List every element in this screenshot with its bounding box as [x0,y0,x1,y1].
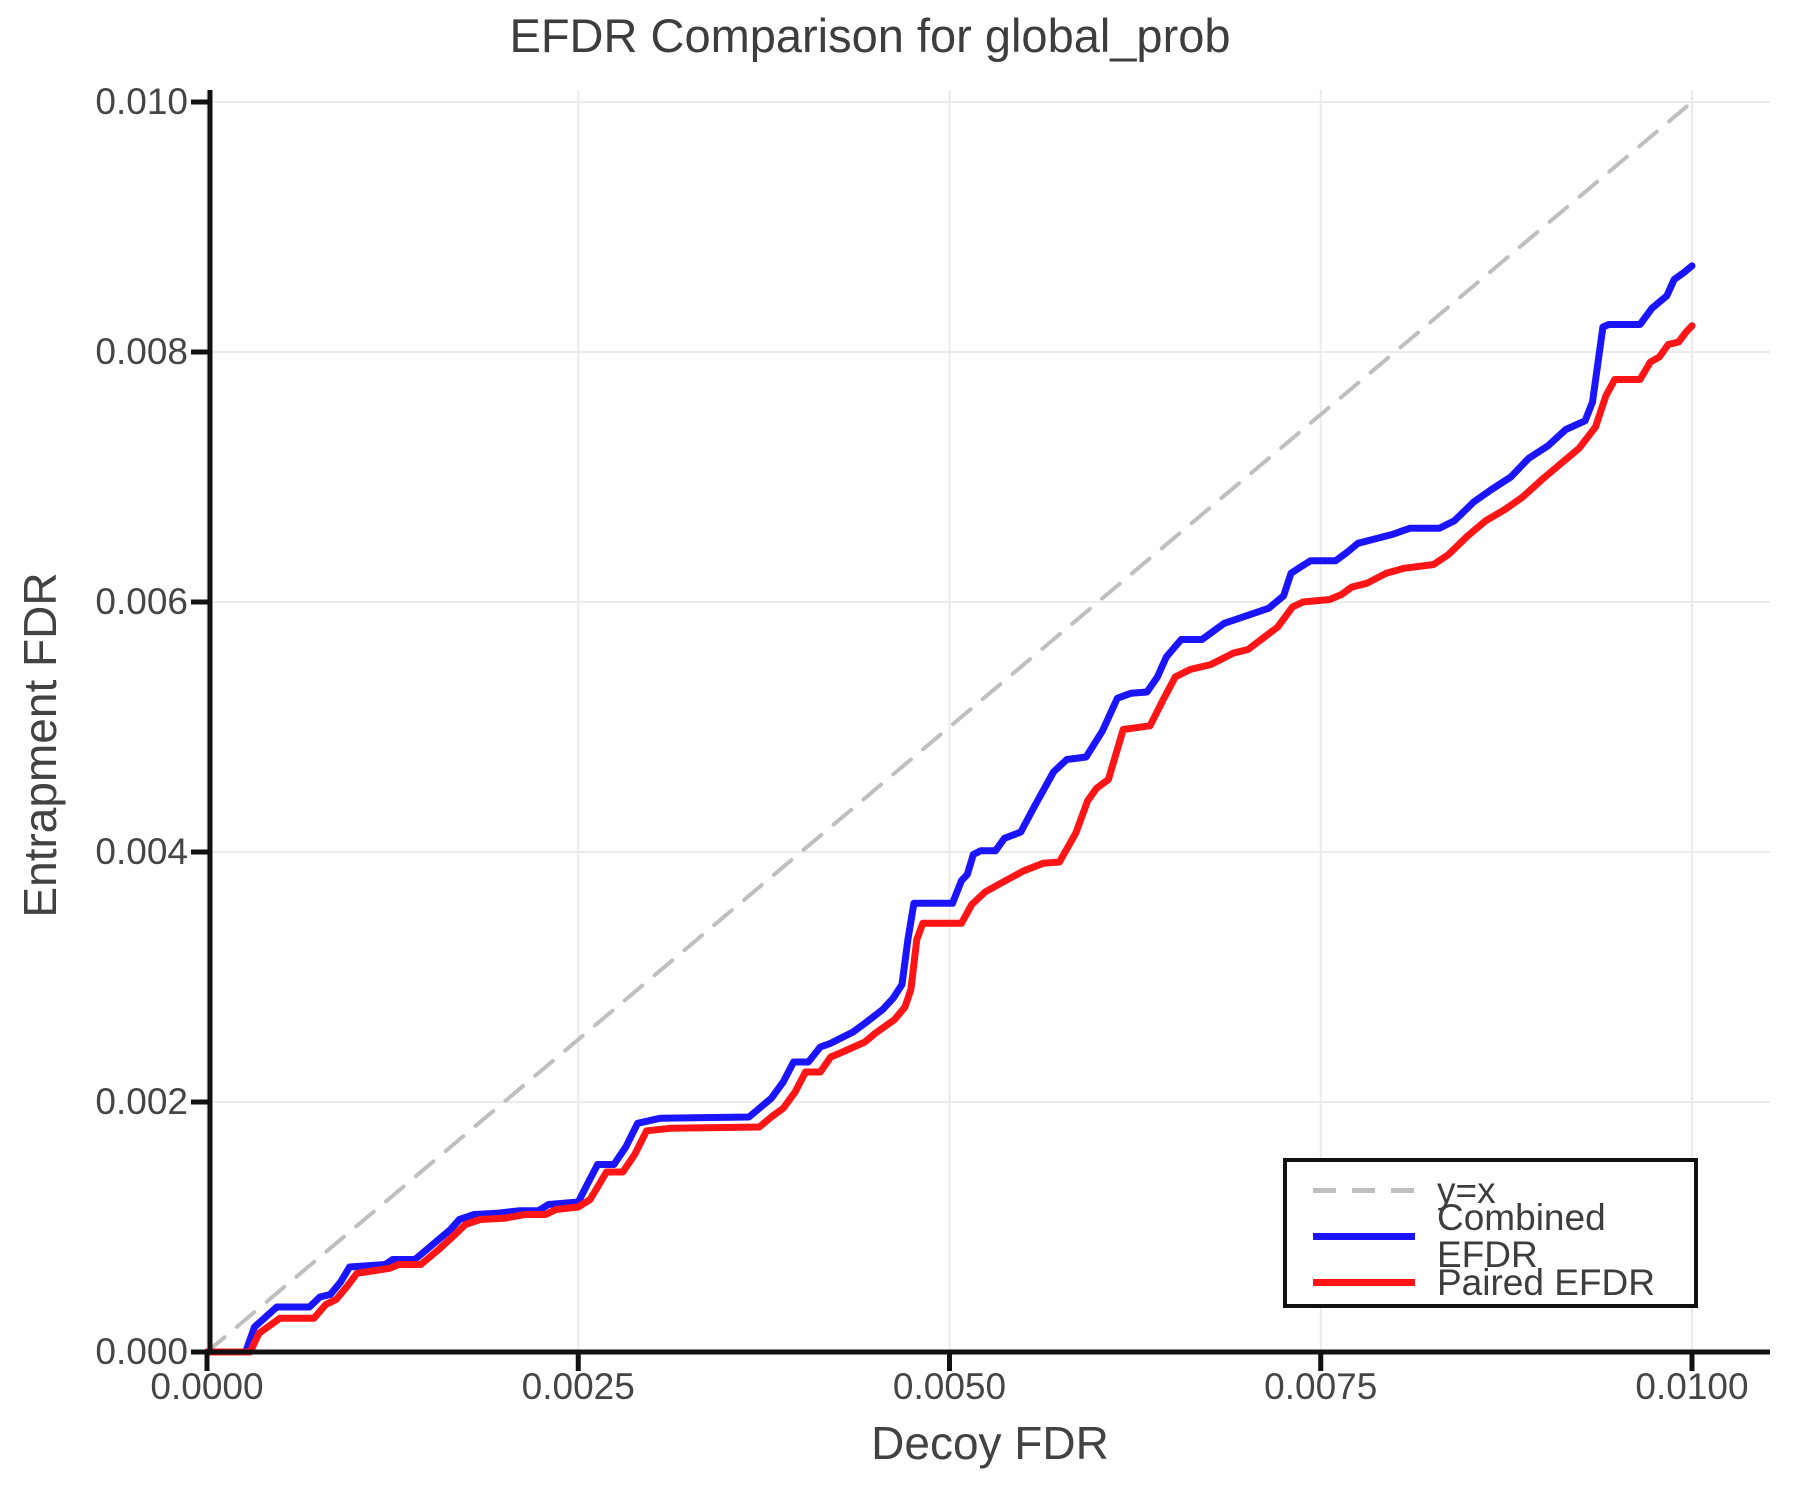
identity-line [205,100,1694,1354]
y-tick-label: 0.002 [95,1081,188,1122]
y-tick-label: 0.000 [95,1331,188,1372]
x-axis-label: Decoy FDR [871,1417,1109,1469]
paired-efdr-line [203,322,1696,1356]
legend: y=x Combined EFDR Paired EFDR [1283,1158,1698,1308]
combined-efdr-swatch [1313,1232,1415,1240]
y-tick-label: 0.010 [95,81,188,122]
x-tick-label: 0.0100 [1635,1366,1749,1407]
legend-item-paired: Paired EFDR [1287,1259,1694,1305]
axis-spines [207,90,1770,1355]
combined-efdr-line [203,262,1696,1356]
paired-efdr-swatch [1313,1278,1415,1286]
x-tick-label: 0.0025 [521,1366,635,1407]
legend-label: Combined EFDR [1437,1197,1606,1275]
legend-label: Paired EFDR [1437,1261,1655,1303]
y-tick-label: 0.004 [95,831,188,872]
legend-item-identity: y=x [1287,1167,1694,1213]
y-tick-label: 0.006 [95,581,188,622]
legend-item-combined: Combined EFDR [1287,1199,1694,1273]
x-tick-label: 0.0050 [892,1366,1007,1407]
x-tick-label: 0.0000 [150,1366,264,1407]
y-tick-label: 0.008 [95,331,188,372]
chart-title: EFDR Comparison for global_prob [509,9,1231,62]
identity-line-swatch [1313,1187,1415,1193]
x-tick-label: 0.0075 [1264,1366,1378,1407]
legend-label: y=x [1437,1169,1496,1211]
